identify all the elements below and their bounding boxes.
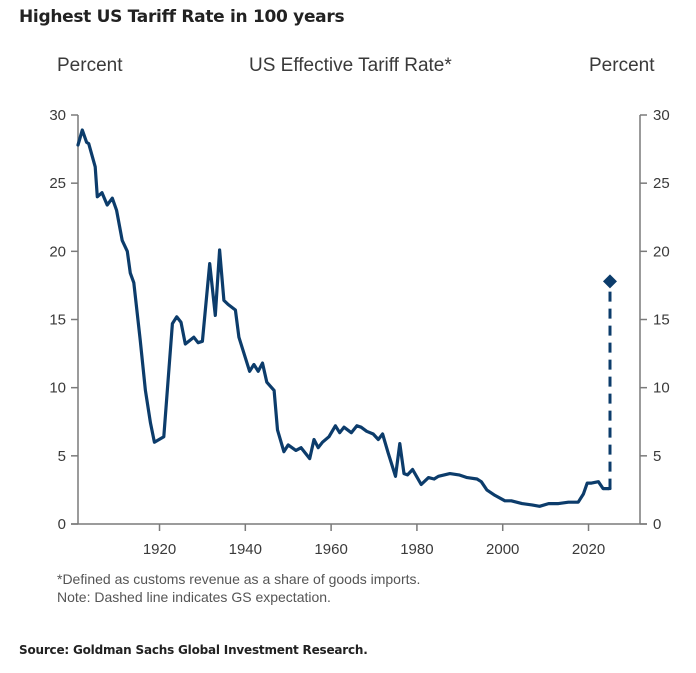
forecast-diamond-marker — [602, 274, 617, 289]
x-tick-label: 1980 — [400, 541, 433, 558]
source-note: Source: Goldman Sachs Global Investment … — [19, 643, 368, 657]
y-tick-label-left: 25 — [49, 175, 66, 192]
page-title: Highest US Tariff Rate in 100 years — [19, 7, 345, 27]
y-tick-label-left: 0 — [58, 516, 66, 533]
x-tick-label: 1960 — [314, 541, 347, 558]
x-tick-label: 2000 — [486, 541, 519, 558]
y-tick-label-left: 5 — [58, 448, 66, 465]
y-axis-label-right: Percent — [589, 55, 655, 76]
footnote-dashed-note: Note: Dashed line indicates GS expectati… — [57, 589, 331, 605]
footnote-definition: *Defined as customs revenue as a share o… — [57, 571, 421, 587]
x-tick-label: 1940 — [229, 541, 262, 558]
series-layer — [76, 128, 617, 508]
x-tick-label: 1920 — [143, 541, 176, 558]
y-tick-label-right: 0 — [653, 516, 661, 533]
historical-tariff-line — [76, 128, 610, 508]
y-tick-label-right: 25 — [653, 175, 670, 192]
y-tick-label-right: 10 — [653, 380, 670, 397]
y-tick-label-left: 15 — [49, 312, 66, 329]
y-tick-label-right: 15 — [653, 312, 670, 329]
y-tick-label-left: 30 — [49, 107, 66, 124]
chart-title: US Effective Tariff Rate* — [249, 55, 452, 76]
y-axis-label-left: Percent — [57, 55, 123, 76]
y-tick-label-left: 20 — [49, 243, 66, 260]
y-tick-label-right: 30 — [653, 107, 670, 124]
y-tick-label-right: 20 — [653, 243, 670, 260]
y-tick-label-right: 5 — [653, 448, 661, 465]
y-tick-label-left: 10 — [49, 380, 66, 397]
x-tick-label: 2020 — [572, 541, 605, 558]
